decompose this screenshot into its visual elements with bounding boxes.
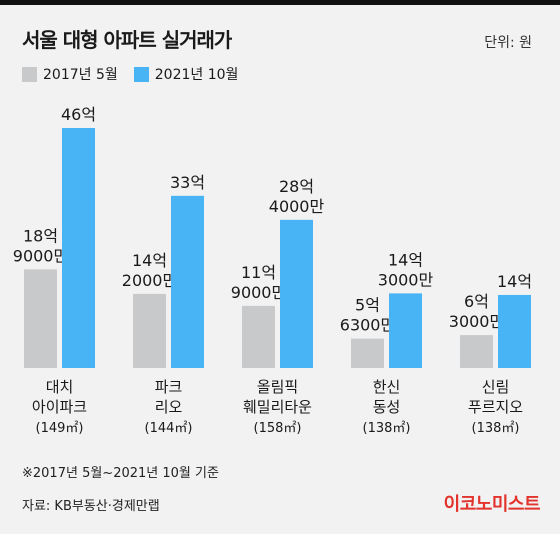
value-label-2021-2: 4000만 (269, 197, 325, 216)
value-label-2021-3: 3000만 (378, 270, 434, 289)
bar-2021-4 (498, 294, 531, 368)
value-label-2017-3: 5억 (355, 296, 380, 315)
source-label: 자료: KB부동산·경제만랩 (22, 499, 160, 514)
bar-2021-0 (62, 128, 95, 368)
category-label-0: 대치 (46, 378, 74, 396)
value-label-2017-0: 18억 (23, 226, 58, 245)
bar-2017-0 (24, 269, 57, 368)
value-label-2017-4: 3000만 (449, 312, 505, 331)
legend-swatch-2021 (133, 66, 149, 82)
chart-title: 서울 대형 아파트 실거래가 (22, 28, 232, 52)
category-label-3: 동성 (373, 398, 401, 416)
category-label-2: 훼밀리타운 (243, 398, 312, 416)
category-label-4: 푸르지오 (468, 398, 523, 416)
value-label-2021-2: 28억 (279, 177, 314, 196)
bar-2017-2 (242, 305, 275, 368)
category-area-3: (138㎡) (363, 421, 411, 436)
footnote: ※2017년 5월~2021년 10월 기준 (22, 466, 219, 481)
bar-2017-4 (460, 335, 493, 368)
category-label-2: 올림픽 (257, 378, 298, 396)
category-label-3: 한신 (373, 378, 401, 396)
value-label-2021-4: 14억 (497, 272, 532, 291)
category-label-4: 신림 (482, 378, 510, 396)
category-area-1: (144㎡) (145, 421, 193, 436)
bar-2021-2 (280, 219, 313, 368)
legend-label-2017: 2017년 5월 (43, 67, 118, 83)
bar-2017-3 (351, 338, 384, 368)
bar-chart: 18억9000만46억대치아이파크(149㎡)14억2000만33억파크리오(1… (13, 105, 532, 436)
category-area-0: (149㎡) (36, 421, 84, 436)
bar-2021-1 (171, 195, 204, 368)
bar-2021-3 (389, 293, 422, 368)
value-label-2017-2: 11억 (241, 263, 276, 282)
category-label-0: 아이파크 (32, 398, 87, 416)
brand-logo: 이코노미스트 (443, 494, 541, 515)
value-label-2021-1: 33억 (170, 173, 205, 192)
value-label-2021-0: 46억 (61, 105, 96, 124)
legend: 2017년 5월 2021년 10월 (22, 64, 254, 84)
value-label-2017-1: 2000만 (122, 271, 178, 290)
legend-item-2021: 2021년 10월 (133, 64, 239, 84)
value-label-2017-0: 9000만 (13, 246, 69, 265)
legend-label-2021: 2021년 10월 (154, 67, 239, 83)
value-label-2017-1: 14억 (132, 251, 167, 270)
value-label-2017-3: 6300만 (340, 316, 396, 335)
unit-label: 단위: 원 (484, 35, 532, 51)
legend-swatch-2017 (22, 66, 37, 82)
legend-item-2017: 2017년 5월 (22, 64, 118, 84)
category-label-1: 리오 (155, 398, 183, 416)
top-bar (0, 0, 560, 5)
value-label-2017-2: 9000만 (231, 283, 287, 302)
category-area-2: (158㎡) (254, 421, 302, 436)
category-label-1: 파크 (155, 378, 183, 396)
value-label-2021-3: 14억 (388, 250, 423, 269)
bar-2017-1 (133, 293, 166, 368)
value-label-2017-4: 6억 (464, 292, 489, 311)
category-area-4: (138㎡) (472, 421, 520, 436)
